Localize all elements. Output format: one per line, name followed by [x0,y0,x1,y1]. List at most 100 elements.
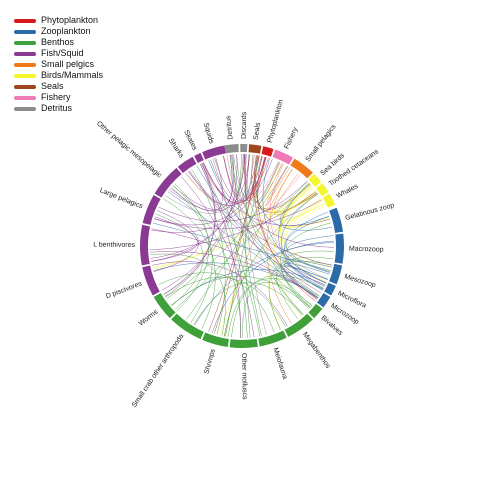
chord-link [170,157,224,212]
chord-link [223,193,318,337]
legend-item: Zooplankton [14,26,103,37]
segment-label: Mesozoop [344,273,377,289]
legend-swatch [14,29,36,34]
segment-arc [194,152,204,164]
segment-arc [202,145,226,160]
legend-label: Fishery [41,92,71,102]
chord-link [212,158,248,338]
segment-label: Skates [182,129,198,152]
segment-label: Squids [202,122,215,145]
chord-link [151,154,245,262]
segment-arc [317,293,331,308]
segment-label: Macrozoop [349,246,384,254]
segment-label: Phytoplankton [267,99,285,144]
segment-label: Other molluscs [240,353,248,400]
segment-label: Fishery [284,126,300,150]
segment-arc [142,265,160,296]
legend-item: Benthos [14,37,103,48]
segment-label: Toothed cetaceans [328,148,381,188]
chord-link [278,182,323,291]
segment-arc [258,330,287,347]
legend-swatch [14,84,36,89]
chord-link [285,259,332,284]
segment-label: Bivalves [320,315,345,338]
chord-link [164,163,216,297]
segment-arc [142,195,161,225]
segment-arc [171,313,204,340]
legend-label: Birds/Mammals [41,70,104,80]
chord-link [252,155,280,203]
chord-link [281,193,324,289]
chord-link [208,155,260,332]
chord-link [280,183,332,267]
chord-link [236,154,312,307]
chord-link [181,176,255,338]
chord-link [231,154,262,336]
segment-label: L benthivores [93,242,135,249]
legend-swatch [14,18,36,23]
legend-label: Zooplankton [41,26,91,36]
legend-swatch [14,73,36,78]
segment-label: Megabenthos [301,331,332,370]
chord-link [150,251,319,299]
chord-link [233,154,311,210]
chord-link [150,253,226,336]
chord-link [223,154,250,201]
segment-label: Whales [335,183,359,200]
segment-arc [308,303,323,319]
chord-link [202,156,266,204]
segment-arc [290,158,313,179]
chord-link [201,161,279,205]
chord-link [208,160,319,298]
segment-arc [272,149,293,165]
legend-swatch [14,51,36,56]
segment-label: Small crab other arthropoda [131,333,185,409]
chord-link [189,154,233,205]
chord-link [158,180,308,222]
legend-label: Seals [41,81,64,91]
segment-label: Shrimps [203,348,217,375]
chord-link [200,163,241,338]
chord-link [210,155,258,202]
chord-link [257,156,316,302]
chord-link [279,184,327,283]
chord-link [283,264,328,290]
chord-link [268,257,334,330]
chord-link [245,154,251,338]
chord-link [188,171,322,294]
segment-arc [284,313,313,337]
legend-swatch [14,95,36,100]
legend-item: Fish/Squid [14,48,103,59]
segment-label: Large pelagics [99,187,144,210]
chord-link [163,163,216,295]
chord-link [214,158,334,248]
chord-link [267,162,314,212]
chord-link [243,154,328,280]
segment-label: D piscivores [105,280,144,300]
segment-arc [322,193,336,208]
chord-link [194,242,334,326]
legend-item: Detritus [14,103,103,114]
chord-link [161,154,238,291]
chord-link [172,185,241,338]
chord-link [153,262,319,299]
segment-label: Detritus [225,115,235,140]
segment-label: Sharks [167,137,185,159]
chord-link [169,154,250,212]
segment-arc [261,146,274,157]
legend-item: Fishery [14,92,103,103]
legend-label: Small pelgics [41,59,95,69]
chord-link [266,168,293,324]
legend-label: Phytoplankton [41,15,99,25]
chord-link [151,159,273,233]
legend-item: Small pelgics [14,59,103,70]
chord-link [155,213,204,306]
chord-link [164,154,244,214]
chord-link [276,261,333,320]
chord-link [231,275,324,338]
chord-link [153,183,310,270]
segment-arc [248,144,262,154]
chord-link [285,216,331,273]
legend-label: Benthos [41,37,75,47]
chord-link [158,272,275,333]
